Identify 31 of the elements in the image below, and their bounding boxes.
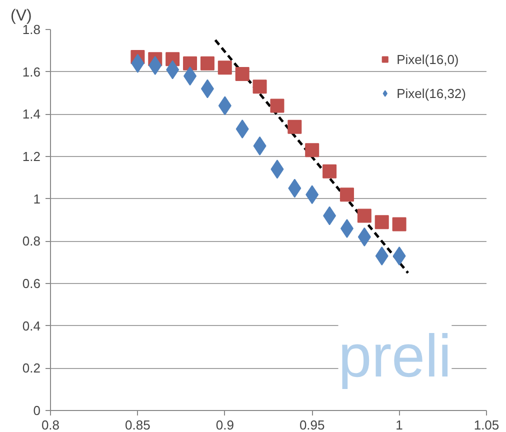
point <box>183 56 198 70</box>
point <box>288 120 302 134</box>
legend-label: Pixel(16,0) <box>396 52 459 66</box>
point <box>392 217 406 232</box>
point <box>218 60 232 75</box>
y-tick-label: 0.6 <box>22 276 41 291</box>
y-tick-label: 1 <box>33 191 41 206</box>
point <box>270 98 284 113</box>
x-tick-label: 1 <box>396 418 403 432</box>
x-tick-label: 0.9 <box>216 418 234 432</box>
y-tick-label: 0.2 <box>22 360 41 376</box>
y-tick-label: 0.8 <box>22 234 41 249</box>
y-tick-label: 0.4 <box>22 318 41 334</box>
y-axis-title: (V) <box>10 8 32 24</box>
y-tick-label: 0 <box>33 403 41 418</box>
y-tick-label: 1.6 <box>22 64 41 80</box>
x-tick-label: 0.95 <box>299 418 325 432</box>
y-tick-label: 1.4 <box>22 106 41 122</box>
legend-label: Pixel(16,32) <box>396 86 466 100</box>
x-tick-label: 0.85 <box>125 418 150 432</box>
point <box>340 188 354 202</box>
y-tick-label: 1.2 <box>22 149 41 164</box>
annotation: preli <box>338 322 452 390</box>
point <box>357 208 372 223</box>
point <box>200 56 214 70</box>
point <box>252 80 267 94</box>
point <box>374 215 389 230</box>
point <box>322 164 337 178</box>
point <box>235 66 250 81</box>
point <box>305 143 320 158</box>
x-tick-label: 1.05 <box>474 418 500 432</box>
